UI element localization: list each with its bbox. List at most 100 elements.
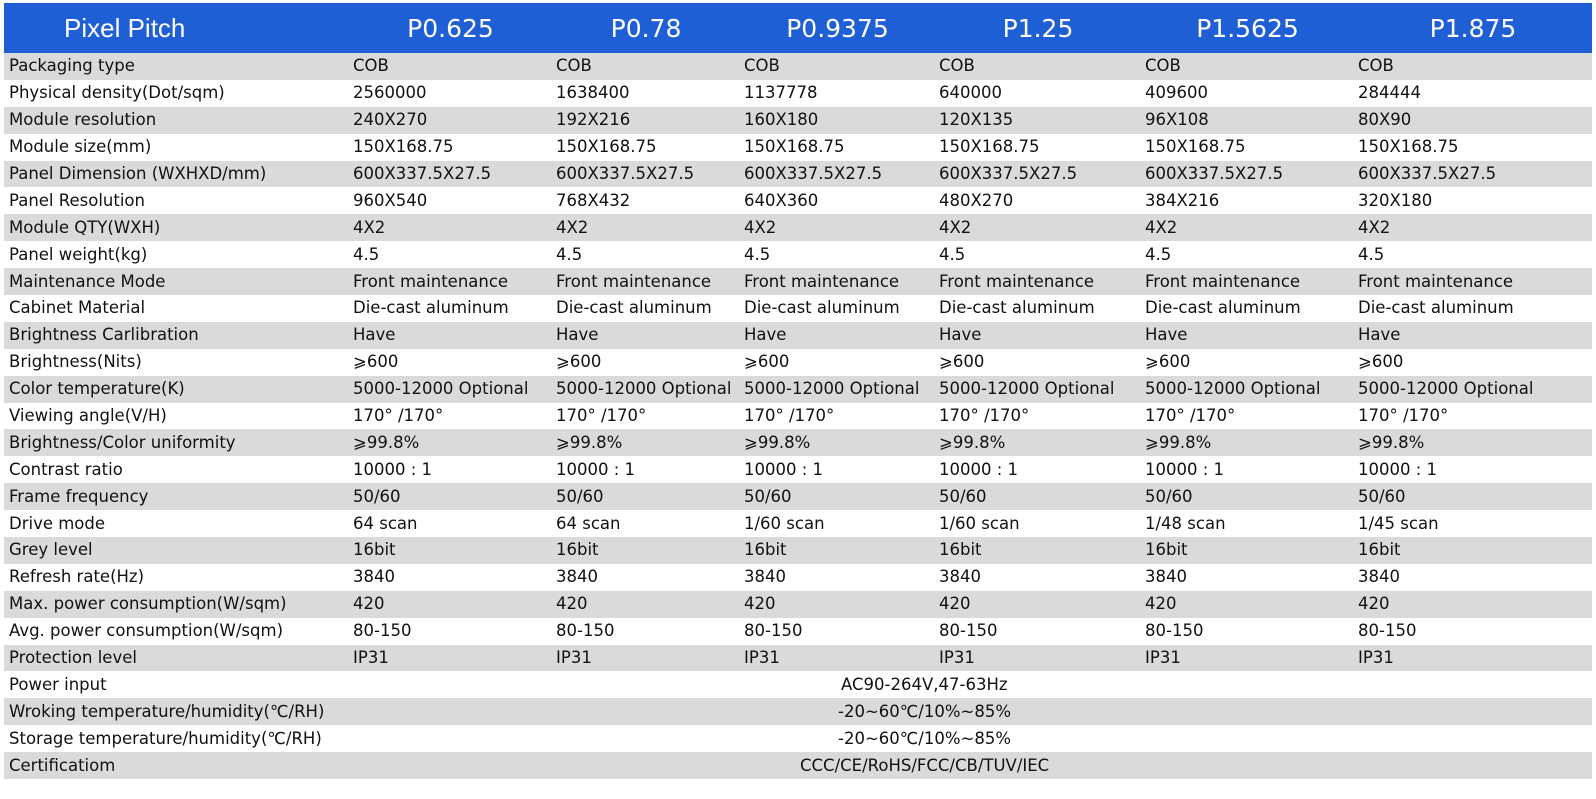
table-row: Storage temperature/humidity(℃/RH) -20~60… (4, 725, 1592, 753)
table-cell: 320X180 (1358, 190, 1433, 210)
merged-cell: AC90-264V,47-63Hz (349, 671, 1592, 698)
table-cell: 4X2 (939, 217, 972, 237)
table-cell: 150X168.75 (744, 137, 845, 157)
table-cell: 600X337.5X27.5 (1358, 164, 1497, 183)
table-cell: 1638400 (556, 83, 630, 103)
table-cell: 420 (939, 594, 971, 614)
table-cell: 3840 (353, 567, 395, 587)
table-cell: 1/60 scan (744, 513, 825, 533)
pixel-pitch-header: Pixel Pitch (64, 12, 186, 43)
table-cell: 5000-12000 Optional (744, 379, 920, 399)
table-cell: 4.5 (556, 244, 583, 264)
table-row: Module QTY(WXH) 4X2 4X2 4X2 4X2 4X2 4X2 (4, 214, 1592, 242)
table-cell: 1/48 scan (1145, 513, 1226, 533)
table-row: Frame frequency 50/60 50/60 50/60 50/60 50/60… (4, 483, 1592, 511)
pitch-header: P0.625 (407, 13, 494, 43)
row-label: Certificatiom (9, 755, 116, 775)
pitch-header: P1.5625 (1196, 13, 1299, 43)
merged-cell: -20~60℃/10%~85% (349, 698, 1592, 725)
table-cell: 16bit (353, 540, 396, 560)
table-cell: IP31 (556, 648, 592, 668)
row-label: Protection level (9, 648, 137, 668)
table-cell: ⩾99.8% (556, 432, 623, 452)
table-cell: 170° /170° (556, 406, 647, 426)
table-cell: 170° /170° (939, 406, 1030, 426)
table-cell: 80-150 (556, 621, 615, 641)
table-cell: 600X337.5X27.5 (744, 164, 883, 183)
table-cell: IP31 (744, 648, 780, 668)
table-cell: 4.5 (744, 244, 771, 264)
table-cell: 240X270 (353, 110, 428, 130)
row-label: Module size(mm) (9, 137, 152, 157)
table-cell: Have (939, 325, 982, 345)
table-cell: 50/60 (939, 486, 987, 506)
table-cell: Have (556, 325, 599, 345)
table-cell: Front maintenance (744, 271, 900, 291)
table-cell: Have (353, 325, 396, 345)
table-cell: 5000-12000 Optional (1145, 379, 1321, 399)
table-cell: 64 scan (353, 513, 418, 533)
table-cell: Front maintenance (1145, 271, 1301, 291)
table-cell: ⩾600 (939, 352, 985, 372)
table-row: Contrast ratio 10000 : 1 10000 : 1 10000 : … (4, 456, 1592, 484)
table-cell: 160X180 (744, 110, 819, 130)
table-cell: COB (1358, 56, 1394, 76)
merged-cell-value: CCC/CE/RoHS/FCC/CB/TUV/IEC (800, 755, 1050, 775)
table-cell: 3840 (1358, 567, 1400, 587)
row-label: Drive mode (9, 513, 106, 533)
table-cell: ⩾600 (1145, 352, 1191, 372)
table-cell: 16bit (556, 540, 599, 560)
table-cell: 640X360 (744, 190, 819, 210)
row-label: Contrast ratio (9, 459, 123, 479)
table-cell: 600X337.5X27.5 (556, 164, 695, 183)
table-cell: IP31 (1145, 648, 1181, 668)
pitch-header: P0.9375 (786, 13, 889, 43)
table-row: Viewing angle(V/H) 170° /170° 170° /170° 17… (4, 402, 1592, 430)
table-cell: 50/60 (353, 486, 401, 506)
table-cell: 80X90 (1358, 110, 1412, 130)
table-cell: 4X2 (353, 217, 386, 237)
table-cell: 170° /170° (1358, 406, 1449, 426)
table-cell: Have (1358, 325, 1401, 345)
table-row: Module size(mm) 150X168.75 150X168.75 150X1… (4, 133, 1592, 161)
table-cell: 16bit (744, 540, 787, 560)
table-row: Max. power consumption(W/sqm) 420 420 420 42… (4, 590, 1592, 618)
table-cell: 5000-12000 Optional (556, 379, 732, 399)
row-label: Frame frequency (9, 486, 149, 506)
merged-cell: CCC/CE/RoHS/FCC/CB/TUV/IEC (349, 752, 1592, 779)
table-cell: 150X168.75 (353, 137, 454, 157)
table-row: Maintenance Mode Front maintenance Front m… (4, 268, 1592, 296)
table-row: Refresh rate(Hz) 3840 3840 3840 3840 3840 3840 (4, 563, 1592, 591)
table-cell: 2560000 (353, 83, 427, 103)
table-cell: COB (1145, 56, 1181, 76)
table-row: Color temperature(K) 5000-12000 Optional 5… (4, 375, 1592, 403)
row-label: Brightness(Nits) (9, 352, 142, 372)
row-label: Module resolution (9, 110, 157, 130)
table-cell: 170° /170° (353, 406, 444, 426)
row-label: Module QTY(WXH) (9, 217, 161, 237)
table-cell: 50/60 (556, 486, 604, 506)
table-cell: COB (939, 56, 975, 76)
table-cell: ⩾99.8% (1145, 432, 1212, 452)
table-row: Module resolution 240X270 192X216 160X180 12… (4, 106, 1592, 134)
table-cell: Die-cast aluminum (556, 298, 712, 318)
pitch-header: P1.875 (1429, 13, 1517, 43)
row-label: Cabinet Material (9, 298, 146, 318)
row-label: Max. power consumption(W/sqm) (9, 594, 287, 614)
table-cell: Front maintenance (556, 271, 712, 291)
table-cell: 4.5 (1145, 244, 1172, 264)
table-cell: 16bit (939, 540, 982, 560)
table-cell: Have (1145, 325, 1188, 345)
table-cell: 80-150 (1358, 621, 1417, 641)
row-label: Storage temperature/humidity(℃/RH) (9, 728, 322, 748)
table-cell: 50/60 (1145, 486, 1193, 506)
row-label: Color temperature(K) (9, 379, 185, 399)
table-cell: 5000-12000 Optional (1358, 379, 1534, 399)
table-cell: 50/60 (1358, 486, 1406, 506)
pitch-header: P0.78 (610, 13, 682, 43)
row-label: Brightness Carlibration (9, 325, 199, 345)
table-cell: 10000 : 1 (1358, 459, 1438, 479)
table-cell: 120X135 (939, 110, 1014, 130)
table-cell: Die-cast aluminum (1358, 298, 1514, 318)
table-cell: 170° /170° (744, 406, 835, 426)
